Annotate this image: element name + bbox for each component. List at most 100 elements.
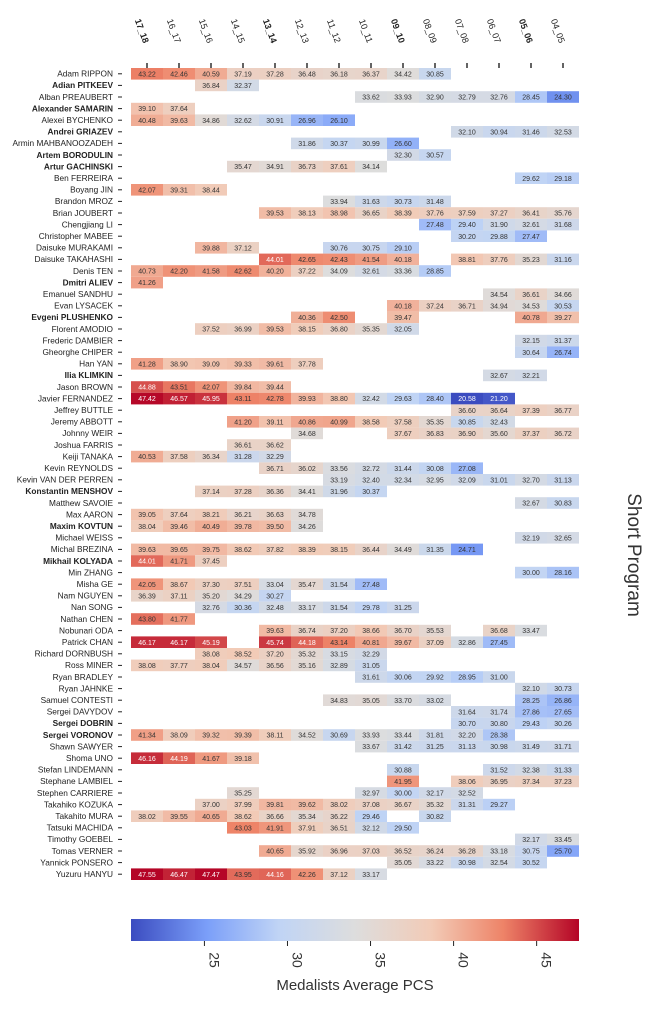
cell-value: 30.20 (458, 234, 476, 241)
heatmap-cell (227, 323, 259, 335)
cell-value: 34.83 (330, 698, 348, 705)
heatmap-cell (547, 300, 579, 312)
heatmap-cell (259, 508, 291, 521)
cell-value: 39.09 (202, 361, 220, 368)
cell-value: 39.61 (266, 361, 284, 368)
cell-value: 37.64 (170, 512, 188, 519)
heatmap-cell (419, 624, 451, 637)
cell-value: 38.15 (298, 327, 316, 334)
skater-label: Min ZHANG (68, 567, 113, 577)
cell-value: 35.05 (362, 698, 380, 705)
cell-value: 31.28 (234, 454, 252, 461)
cell-value: 33.45 (554, 837, 572, 844)
heatmap-cell (515, 566, 547, 579)
heatmap-cell (483, 207, 515, 219)
cell-value: 39.10 (138, 106, 156, 113)
heatmap-cell (227, 868, 259, 880)
heatmap-cell (163, 102, 195, 115)
heatmap-cell (547, 706, 579, 718)
cell-value: 24.71 (458, 547, 476, 554)
heatmap-cell (227, 659, 259, 672)
heatmap-cell (227, 787, 259, 799)
cell-value: 38.21 (202, 512, 220, 519)
heatmap-cell (451, 845, 483, 857)
cell-value: 29.10 (394, 245, 412, 252)
cell-value: 36.83 (426, 431, 444, 438)
colorbar-tick-label: 35 (373, 952, 389, 968)
cell-value: 33.02 (426, 698, 444, 705)
cell-value: 37.28 (266, 71, 284, 78)
heatmap-cell (291, 845, 323, 857)
cell-value: 30.80 (490, 721, 508, 728)
heatmap-cell (323, 323, 355, 335)
heatmap-cell (131, 868, 163, 880)
season-label: 08_09 (421, 18, 439, 45)
cell-value: 31.86 (298, 141, 316, 148)
cell-value: 35.20 (202, 593, 220, 600)
heatmap-cell (355, 137, 387, 150)
heatmap-cell (451, 91, 483, 103)
heatmap-cell (515, 126, 547, 138)
heatmap-cell (195, 392, 227, 405)
heatmap-cell (483, 764, 515, 776)
cell-value: 43.51 (170, 385, 188, 392)
cell-value: 40.18 (394, 303, 412, 310)
season-label: 17_18 (133, 18, 151, 45)
cell-value: 30.52 (522, 860, 540, 867)
cell-value: 36.52 (394, 849, 412, 856)
cell-value: 30.88 (394, 767, 412, 774)
heatmap-cell (387, 91, 419, 103)
cell-value: 32.21 (522, 373, 540, 380)
heatmap-cell (227, 265, 259, 277)
cell-value: 30.94 (490, 129, 508, 136)
heatmap-cell (131, 555, 163, 567)
skater-label: Brandon MROZ (55, 196, 113, 206)
cell-value: 36.51 (330, 825, 348, 832)
heatmap-cell (355, 265, 387, 277)
cell-value: 33.56 (330, 466, 348, 473)
heatmap-cell (355, 648, 387, 660)
heatmap-cell (387, 149, 419, 161)
cell-value: 39.50 (266, 524, 284, 531)
heatmap-cell (419, 300, 451, 312)
skater-label: Florent AMODIO (52, 324, 114, 334)
heatmap-cell (291, 68, 323, 80)
cell-value: 33.70 (394, 698, 412, 705)
heatmap-cell (259, 381, 291, 393)
heatmap-cell (195, 450, 227, 463)
heatmap-cell (195, 265, 227, 277)
cell-value: 37.39 (522, 408, 540, 415)
heatmap-cell (355, 253, 387, 266)
heatmap-cell (419, 91, 451, 103)
cell-value: 36.74 (298, 628, 316, 635)
skater-label: Chengjiang LI (62, 219, 113, 229)
skater-label: Jeffrey BUTTLE (54, 405, 113, 415)
heatmap-cell (355, 636, 387, 648)
skater-label: Shoma UNO (66, 753, 114, 763)
heatmap-cell (131, 810, 163, 822)
heatmap-cell (291, 392, 323, 405)
skater-label: Stephen CARRIERE (37, 788, 114, 798)
cell-value: 37.11 (171, 593, 188, 600)
heatmap-cell (163, 810, 195, 822)
cell-value: 38.98 (330, 211, 348, 218)
cell-value: 41.77 (170, 617, 188, 624)
heatmap-cell (323, 624, 355, 637)
heatmap-cell (163, 868, 195, 880)
heatmap-cell (483, 253, 515, 266)
heatmap-cell (195, 114, 227, 126)
cell-value: 36.28 (458, 849, 476, 856)
skater-label: Misha GE (77, 579, 114, 589)
heatmap-cell (291, 636, 323, 648)
skater-label: Tomas VERNER (52, 846, 113, 856)
heatmap-cell (547, 682, 579, 695)
heatmap-cell (291, 265, 323, 277)
cell-value: 30.37 (362, 489, 380, 496)
heatmap-cell (483, 404, 515, 416)
season-label: 11_12 (325, 18, 343, 44)
heatmap-cell (387, 474, 419, 486)
season-label: 04_05 (549, 18, 567, 45)
cell-value: 36.72 (554, 431, 572, 438)
cell-value: 30.70 (458, 721, 476, 728)
heatmap-cell (387, 601, 419, 614)
